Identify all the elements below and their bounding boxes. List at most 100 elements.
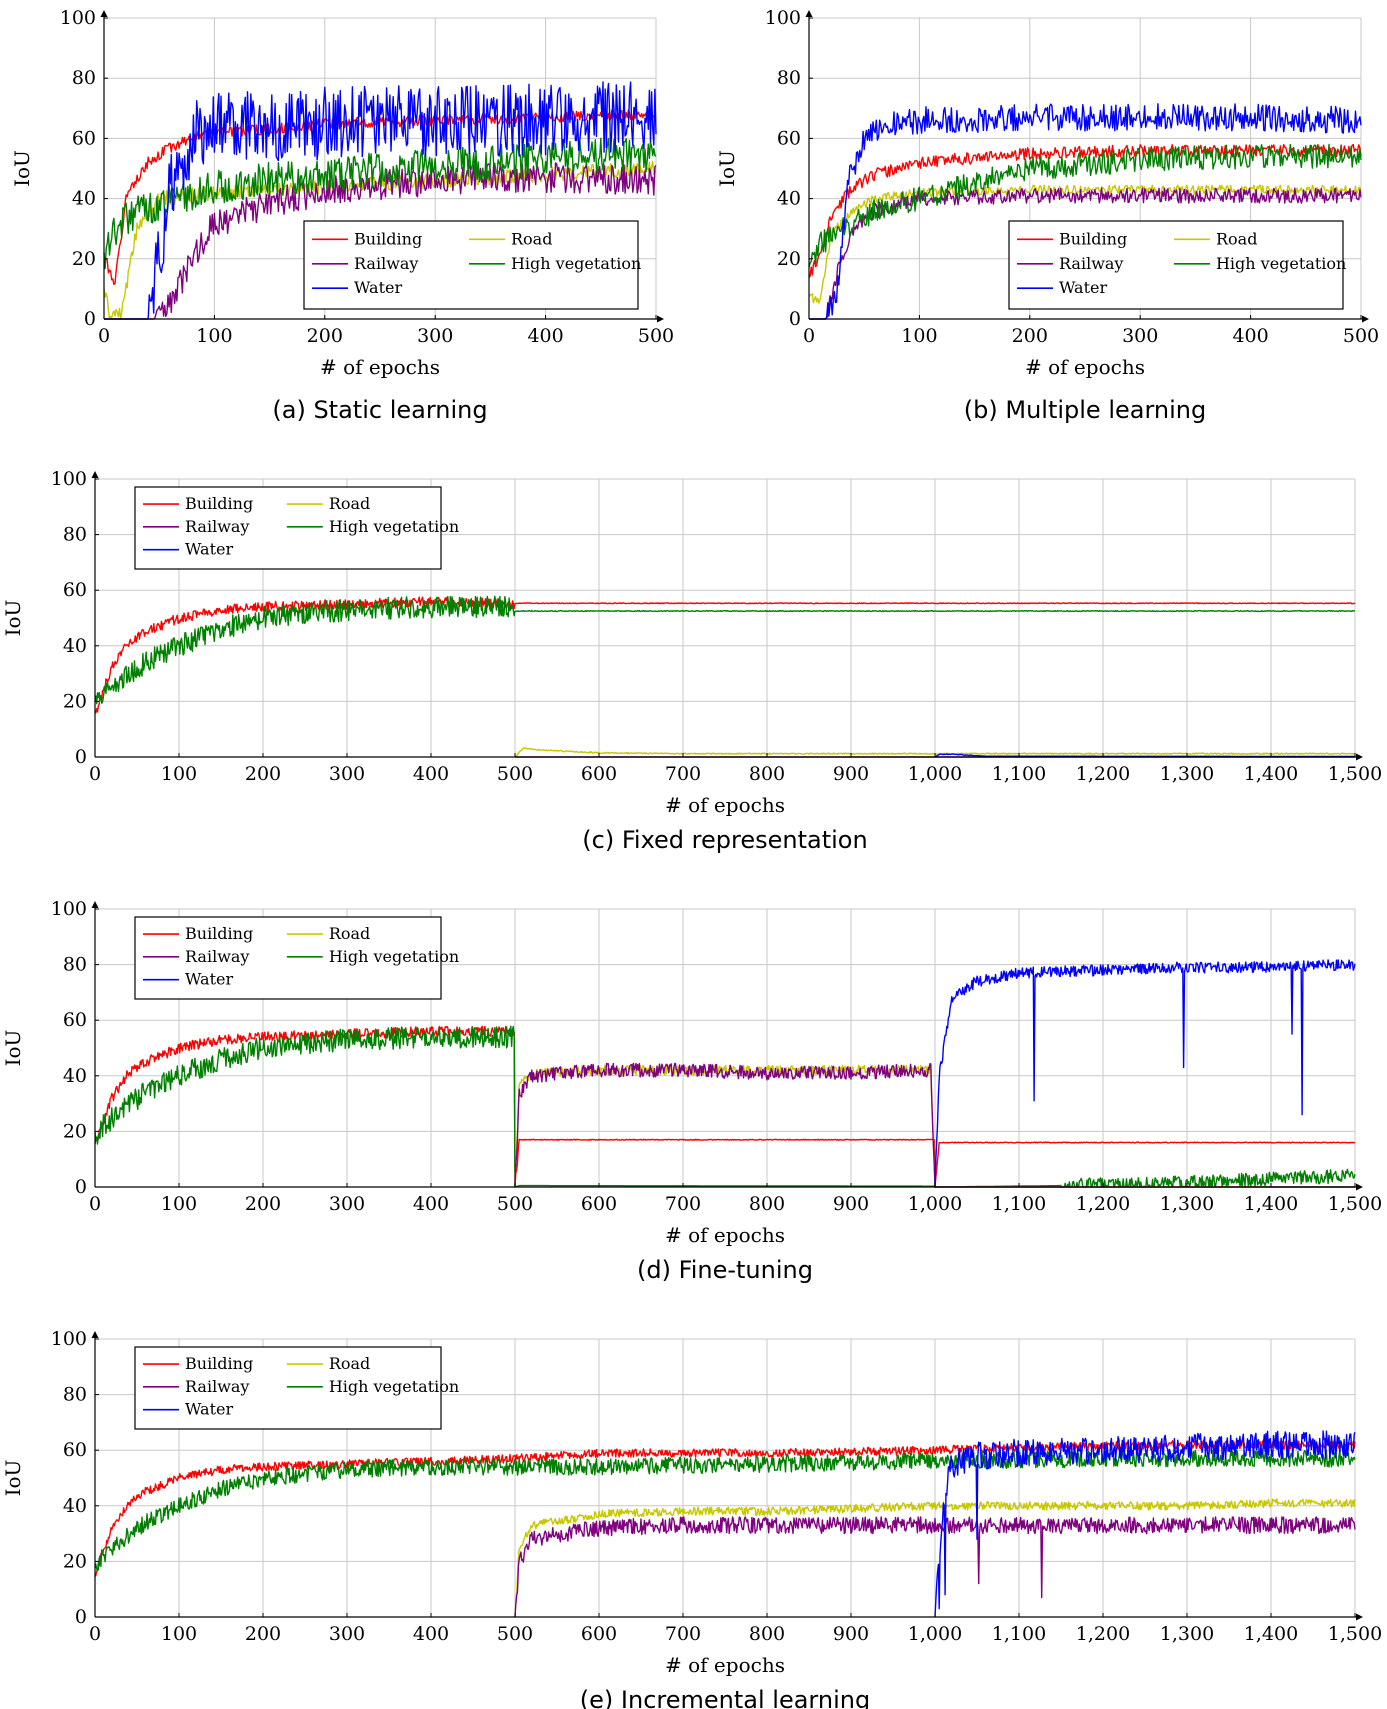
y-axis-arrow xyxy=(91,1331,99,1338)
x-axis-label: # of epochs xyxy=(320,355,440,379)
x-tick-label: 100 xyxy=(161,1623,197,1645)
x-axis-label: # of epochs xyxy=(665,1223,785,1247)
y-tick-label: 60 xyxy=(63,579,87,601)
legend-label: Railway xyxy=(185,1377,249,1396)
x-tick-label: 600 xyxy=(581,1193,617,1215)
x-tick-label: 1,300 xyxy=(1160,763,1214,785)
y-tick-label: 60 xyxy=(63,1009,87,1031)
y-tick-label: 40 xyxy=(63,1495,87,1517)
x-tick-label: 100 xyxy=(161,763,197,785)
y-tick-label: 40 xyxy=(72,188,96,210)
legend-label: Railway xyxy=(185,517,249,536)
x-tick-label: 700 xyxy=(665,1193,701,1215)
y-tick-label: 100 xyxy=(51,1328,87,1350)
y-tick-label: 0 xyxy=(75,746,87,768)
x-tick-label: 200 xyxy=(307,325,343,347)
series-line-road xyxy=(514,1498,1356,1618)
legend-label: Water xyxy=(185,970,233,989)
x-tick-label: 900 xyxy=(833,1623,869,1645)
y-tick-label: 20 xyxy=(72,248,96,270)
legend: Building Road Railway High vegetation Water xyxy=(134,916,459,1000)
legend-label: Building xyxy=(185,924,253,943)
x-tick-label: 900 xyxy=(833,1193,869,1215)
x-tick-label: 0 xyxy=(89,763,101,785)
y-tick-label: 20 xyxy=(63,1120,87,1142)
y-axis-label: IoU xyxy=(1,1460,25,1497)
y-tick-label: 40 xyxy=(63,1065,87,1087)
x-axis-arrow xyxy=(1356,1183,1363,1191)
legend-box xyxy=(134,916,442,1000)
legend-box xyxy=(1008,220,1344,310)
legend-label: High vegetation xyxy=(329,517,459,536)
y-tick-label: 100 xyxy=(51,468,87,490)
x-tick-label: 600 xyxy=(581,763,617,785)
x-tick-label: 300 xyxy=(1122,325,1158,347)
y-tick-label: 60 xyxy=(72,127,96,149)
y-tick-label: 0 xyxy=(789,308,801,330)
x-tick-label: 300 xyxy=(329,1193,365,1215)
y-axis-arrow xyxy=(100,10,108,17)
y-tick-label: 80 xyxy=(72,67,96,89)
series-line-high-vegetation xyxy=(103,137,657,270)
x-tick-label: 1,100 xyxy=(992,763,1046,785)
y-tick-label: 80 xyxy=(63,524,87,546)
y-axis-label: IoU xyxy=(1,600,25,637)
legend-label: Water xyxy=(1059,278,1107,297)
x-tick-label: 600 xyxy=(581,1623,617,1645)
series-line-road xyxy=(808,184,1362,304)
x-tick-label: 400 xyxy=(413,1193,449,1215)
x-tick-label: 1,200 xyxy=(1076,1623,1130,1645)
x-tick-label: 1,200 xyxy=(1076,1193,1130,1215)
x-axis-arrow xyxy=(657,315,664,323)
y-tick-label: 20 xyxy=(63,690,87,712)
legend-label: High vegetation xyxy=(1216,254,1346,273)
x-tick-label: 1,500 xyxy=(1328,1623,1382,1645)
legend-label: High vegetation xyxy=(511,254,641,273)
x-tick-label: 100 xyxy=(161,1193,197,1215)
x-tick-label: 400 xyxy=(413,763,449,785)
legend-label: Railway xyxy=(354,254,418,273)
y-tick-label: 80 xyxy=(777,67,801,89)
x-axis-label: # of epochs xyxy=(1025,355,1145,379)
chart-panel-3: 0 100 200 300 400 500 600 700 800 900 1,000 1,100 1,… xyxy=(1,468,1382,854)
x-tick-label: 200 xyxy=(1012,325,1048,347)
x-tick-label: 1,200 xyxy=(1076,763,1130,785)
y-tick-label: 100 xyxy=(765,7,801,29)
y-tick-label: 0 xyxy=(75,1606,87,1628)
chart-caption: (b) Multiple learning xyxy=(964,396,1206,424)
legend-label: Road xyxy=(329,494,370,513)
x-tick-label: 200 xyxy=(245,1193,281,1215)
x-tick-label: 1,300 xyxy=(1160,1623,1214,1645)
x-tick-label: 500 xyxy=(638,325,674,347)
chart-caption: (a) Static learning xyxy=(272,396,487,424)
series-line-water xyxy=(809,103,1362,320)
series-line-building xyxy=(94,1025,1356,1188)
legend-label: High vegetation xyxy=(329,947,459,966)
series-line-high-vegetation xyxy=(94,595,1356,705)
legend-label: Building xyxy=(1059,229,1127,248)
y-axis-label: IoU xyxy=(1,1030,25,1067)
chart-panel-2: 0 100 200 300 400 500 0 20 40 60 80 100 # of epochs I… xyxy=(715,7,1379,424)
x-tick-label: 700 xyxy=(665,763,701,785)
series-line-building xyxy=(94,596,1356,714)
x-tick-label: 1,400 xyxy=(1244,763,1298,785)
legend-label: Building xyxy=(185,1354,253,1373)
y-axis-arrow xyxy=(805,10,813,17)
x-tick-label: 700 xyxy=(665,1623,701,1645)
y-tick-label: 60 xyxy=(63,1439,87,1461)
legend-label: Railway xyxy=(1059,254,1123,273)
legend-label: Road xyxy=(511,229,552,248)
x-tick-label: 0 xyxy=(89,1623,101,1645)
x-axis-arrow xyxy=(1362,315,1369,323)
x-tick-label: 100 xyxy=(901,325,937,347)
series-line-water xyxy=(104,81,657,320)
x-tick-label: 300 xyxy=(329,1623,365,1645)
x-tick-label: 800 xyxy=(749,1623,785,1645)
y-tick-label: 60 xyxy=(777,127,801,149)
y-tick-label: 80 xyxy=(63,954,87,976)
legend: Building Road Railway High vegetation Water xyxy=(303,220,641,310)
chart-panel-1: 0 100 200 300 400 500 0 20 40 60 80 100 # of epochs I… xyxy=(10,7,674,424)
legend-label: Water xyxy=(185,540,233,559)
legend-box xyxy=(303,220,639,310)
legend-box xyxy=(134,486,442,570)
